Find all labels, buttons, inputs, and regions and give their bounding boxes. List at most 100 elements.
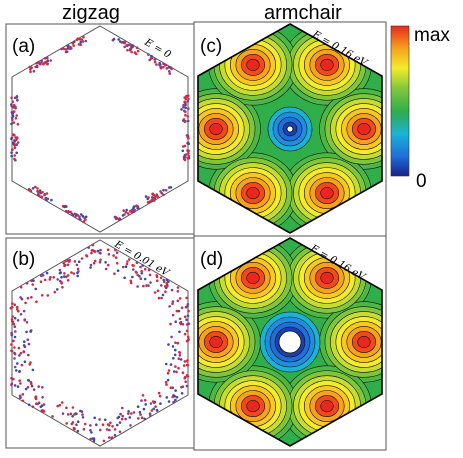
scatter-point [9,306,13,310]
scatter-point [179,358,183,361]
scatter-point [32,69,36,73]
scatter-point [174,341,177,345]
scatter-point [180,392,184,395]
scatter-point [186,303,190,306]
scatter-point [184,305,188,309]
scatter-point [67,210,70,213]
scatter-point [18,369,21,373]
scatter-point [15,114,18,117]
scatter-point [187,151,190,155]
scatter-point [130,50,133,54]
scatter-point [14,369,18,372]
scatter-point [92,249,96,253]
scatter-point [174,320,177,324]
scatter-point [132,205,136,208]
scatter-point [175,309,179,313]
scatter-point [153,291,157,294]
scatter-point [50,198,53,202]
scatter-point [26,296,30,300]
scatter-point [40,274,43,278]
scatter-point [182,103,185,107]
scatter-point [182,364,186,367]
scatter-point [65,406,68,410]
scatter-point [162,188,165,192]
scatter-point [13,335,17,339]
scatter-point [177,357,181,361]
scatter-point [10,151,13,154]
scatter-point [12,121,16,124]
scatter-point [14,117,18,120]
scatter-point [166,371,170,375]
panel-d: (d) E = 0.16 eV [193,235,387,451]
scatter-point [63,272,66,275]
scatter-point [27,379,31,382]
scatter-point [82,428,86,431]
scatter-point [164,380,168,384]
scatter-point [27,353,30,357]
scatter-point [98,428,102,432]
scatter-point [63,205,66,209]
scatter-point [114,248,117,252]
scatter-point [119,40,122,43]
scatter-point [143,417,146,421]
scatter-point [31,283,34,286]
scatter-point [121,406,124,410]
scatter-point [79,409,82,413]
scatter-point [13,346,16,349]
scatter-point [141,264,144,267]
scatter-point [19,313,23,316]
scatter-point [10,349,13,353]
scatter-point [142,284,145,288]
scatter-point [162,193,165,197]
scatter-point [49,59,52,62]
scatter-point [52,276,55,279]
scatter-point [174,398,177,402]
scatter-point [93,416,96,420]
panel-a-frame [5,23,195,235]
scatter-point [102,439,106,443]
scatter-point [72,44,75,47]
armchair-column-title: armchair [264,2,342,24]
scatter-point [40,195,43,198]
scatter-point [160,284,163,287]
scatter-point [62,275,66,278]
scatter-point [34,185,37,189]
scatter-point [41,190,44,194]
scatter-point [115,262,119,265]
scatter-point [184,156,187,159]
contour-ring [209,335,223,348]
scatter-point [35,64,39,68]
scatter-point [16,319,20,322]
scatter-point [153,60,157,64]
panel-d-label: (d) [200,249,223,270]
scatter-point [124,265,128,269]
scatter-point [154,405,157,408]
scatter-point [11,100,15,104]
colorbar-min-label: 0 [416,171,427,192]
scatter-point [130,412,133,415]
scatter-point [183,120,187,123]
scatter-point [186,314,190,318]
scatter-point [35,300,38,304]
scatter-point [56,404,59,408]
scatter-point [167,369,171,372]
scatter-point [164,189,168,192]
scatter-point [13,143,16,147]
scatter-point [60,276,63,279]
scatter-point [61,412,65,415]
scatter-point [165,282,169,285]
scatter-point [71,421,75,424]
scatter-point [137,417,140,420]
scatter-point [151,196,154,199]
scatter-point [32,279,35,282]
panel-c-label: (c) [200,36,222,57]
colorbar-max-label: max [414,25,450,46]
scatter-point [59,271,62,274]
scatter-point [165,383,168,386]
scatter-point [34,287,38,291]
scatter-point [177,309,181,313]
scatter-point [185,384,189,388]
panel-b: (b) E = 0.01 eV [5,237,195,449]
scatter-point [169,363,173,366]
scatter-point [153,58,157,61]
